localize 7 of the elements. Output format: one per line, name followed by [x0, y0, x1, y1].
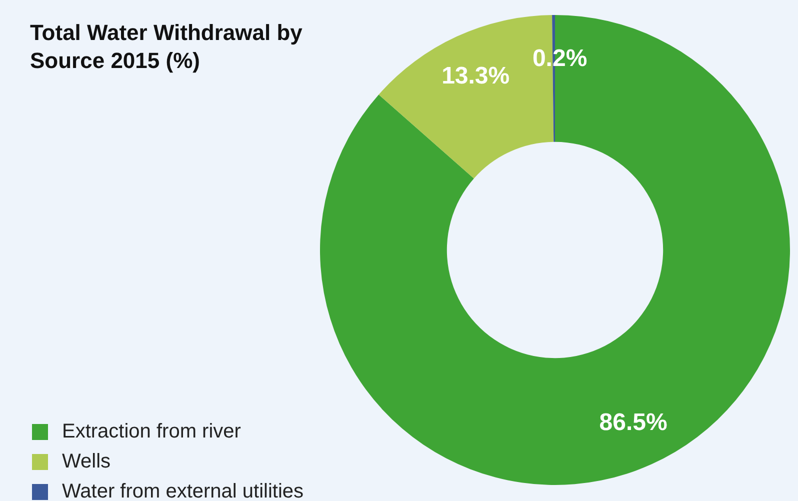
text: Total Water Withdrawal by Source 2015 (%) [30, 20, 304, 73]
legend-label: Wells [62, 450, 111, 472]
data-label: 13.3% [442, 62, 510, 90]
donut-slice [320, 15, 790, 485]
legend-label: Water from external utilities [62, 480, 304, 501]
data-label: 86.5% [599, 408, 668, 436]
legend-label: Extraction from river [62, 420, 242, 442]
